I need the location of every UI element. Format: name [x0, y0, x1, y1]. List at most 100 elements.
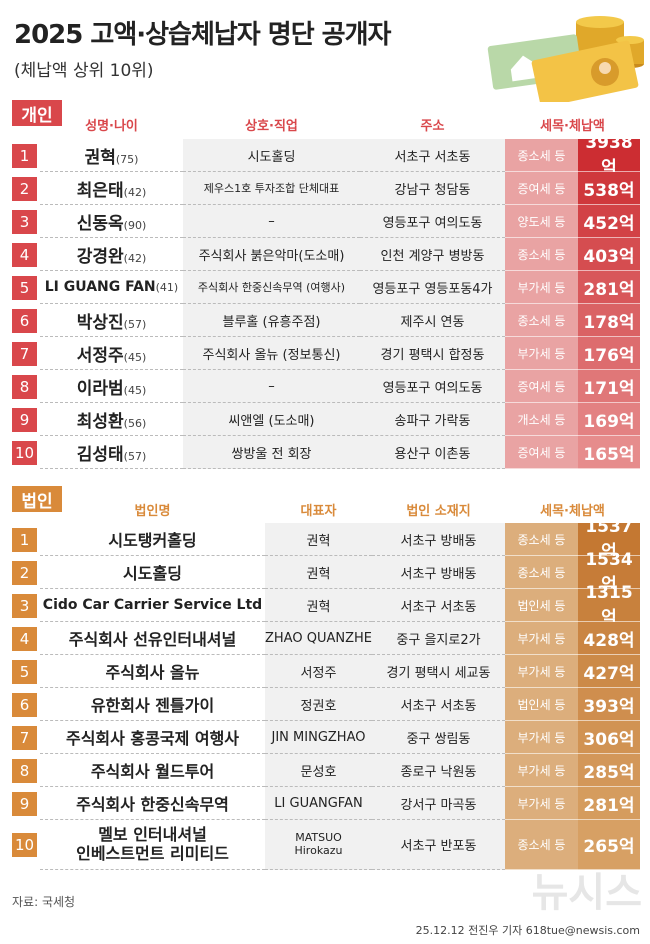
- name: 시도홀딩: [123, 564, 182, 583]
- tax-type: 종소세 등: [505, 304, 578, 337]
- business-cell: –: [183, 205, 360, 238]
- address-cell: 서초구 방배동: [372, 556, 505, 589]
- rank-box: 4: [12, 626, 37, 651]
- address-cell: 서초구 서초동: [372, 589, 505, 622]
- tax-type: 종소세 등: [505, 238, 578, 271]
- name: 김성태: [76, 444, 124, 465]
- rank-box: 5: [12, 659, 37, 684]
- name: 주식회사 한중신속무역: [76, 795, 229, 814]
- name-cell: 주식회사 홍콩국제 여행사: [40, 721, 265, 754]
- tax-type: 부가세 등: [505, 721, 578, 754]
- name-cell: 주식회사 선유인터내셔널: [40, 622, 265, 655]
- name-cell: 최성환 (56): [40, 403, 183, 436]
- name: 최성환: [76, 411, 124, 432]
- address: 강서구 마곡동: [400, 797, 477, 813]
- representative-cell: 권혁: [265, 589, 372, 622]
- name-cell: 신동옥 (90): [40, 205, 183, 238]
- business-cell: –: [183, 370, 360, 403]
- name: 시도탱커홀딩: [108, 531, 197, 550]
- amount: 538억: [578, 172, 640, 205]
- title: 2025 고액·상습체납자 명단 공개자: [14, 20, 391, 50]
- age: (57): [123, 317, 147, 331]
- age: (56): [123, 416, 147, 430]
- column-header: 세목·체납액: [540, 503, 605, 519]
- address: 중구 쌍림동: [406, 731, 471, 747]
- business: 주식회사 한중신속무역 (여행사): [197, 281, 346, 294]
- name: 신동옥: [76, 213, 124, 234]
- name-cell: 주식회사 올뉴: [40, 655, 265, 688]
- address-cell: 서초구 서초동: [372, 688, 505, 721]
- rank-box: 9: [12, 407, 37, 432]
- address-cell: 종로구 낙원동: [372, 754, 505, 787]
- rank-box: 2: [12, 176, 37, 201]
- rank-box: 5: [12, 275, 37, 300]
- representative-cell: ZHAO QUANZHE: [265, 622, 372, 655]
- name-cell: 서정주 (45): [40, 337, 183, 370]
- name-cell: 이라범 (45): [40, 370, 183, 403]
- name-line: 인베스트먼트 리미티드: [76, 843, 229, 863]
- address-cell: 서초구 서초동: [360, 139, 505, 172]
- name-cell: 시도홀딩: [40, 556, 265, 589]
- address: 인천 계양구 병방동: [380, 248, 485, 264]
- rank-box: 1: [12, 143, 37, 168]
- representative-cell: JIN MINGZHAO: [265, 721, 372, 754]
- age: (57): [123, 449, 147, 463]
- address: 강남구 청담동: [394, 182, 471, 198]
- address-cell: 중구 을지로2가: [372, 622, 505, 655]
- tax-type: 증여세 등: [505, 172, 578, 205]
- rank-box: 10: [12, 440, 37, 465]
- business: 블루홀 (유흥주점): [222, 314, 321, 330]
- address-cell: 영등포구 영등포동4가: [360, 271, 505, 304]
- name: 권혁: [84, 147, 116, 168]
- address-cell: 제주시 연동: [360, 304, 505, 337]
- name-group: 최성환 (56): [77, 407, 147, 432]
- address-cell: 경기 평택시 합정동: [360, 337, 505, 370]
- rank-box: 7: [12, 725, 37, 750]
- source: 자료: 국세청: [12, 895, 76, 909]
- age: (45): [123, 350, 147, 364]
- column-header: 세목·체납액: [540, 118, 605, 134]
- business-cell: 주식회사 붉은악마(도소매): [183, 238, 360, 271]
- tax-type: 종소세 등: [505, 523, 578, 556]
- name-cell: 박상진 (57): [40, 304, 183, 337]
- address-cell: 영등포구 여의도동: [360, 370, 505, 403]
- column-header: 법인 소재지: [406, 503, 471, 519]
- rank-box: 3: [12, 593, 37, 618]
- representative-cell: 권혁: [265, 556, 372, 589]
- rank-box: 6: [12, 308, 37, 333]
- name-group: 이라범 (45): [77, 374, 147, 399]
- amount: 393억: [578, 688, 640, 721]
- tax-type: 종소세 등: [505, 820, 578, 870]
- representative: ZHAO QUANZHE: [265, 630, 372, 646]
- business: 주식회사 올뉴 (정보통신): [202, 347, 341, 363]
- subtitle: (체납액 상위 10위): [14, 61, 154, 81]
- business: 제우스1호 투자조합 단체대표: [203, 182, 340, 195]
- rank-box: 4: [12, 242, 37, 267]
- tax-type: 부가세 등: [505, 787, 578, 820]
- name: 주식회사 홍콩국제 여행사: [65, 729, 240, 748]
- business: 시도홀딩: [247, 149, 296, 165]
- name-cell: 주식회사 월드투어: [40, 754, 265, 787]
- amount: 306억: [578, 721, 640, 754]
- address: 종로구 낙원동: [400, 764, 477, 780]
- address: 서초구 방배동: [400, 566, 477, 582]
- amount: 403억: [578, 238, 640, 271]
- amount: 281억: [578, 787, 640, 820]
- representative: 정권호: [300, 698, 337, 714]
- address-cell: 강남구 청담동: [360, 172, 505, 205]
- rank-box: 9: [12, 791, 37, 816]
- credit: 25.12.12 전진우 기자 618tue@newsis.com: [415, 924, 640, 937]
- rank-box: 10: [12, 833, 37, 857]
- section-label: 법인: [12, 486, 62, 512]
- name-group: 김성태 (57): [77, 440, 147, 465]
- name: LI GUANG FAN: [44, 279, 156, 295]
- address: 서초구 서초동: [400, 599, 477, 615]
- name-cell: 김성태 (57): [40, 436, 183, 469]
- name-group: 권혁 (75): [85, 143, 139, 168]
- name: 주식회사 월드투어: [90, 762, 215, 781]
- tax-type: 증여세 등: [505, 436, 578, 469]
- address: 중구 을지로2가: [396, 632, 481, 648]
- amount: 178억: [578, 304, 640, 337]
- name-cell: LI GUANG FAN (41): [40, 271, 183, 304]
